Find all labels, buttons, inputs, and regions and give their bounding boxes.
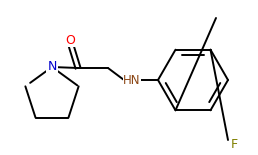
Text: HN: HN bbox=[123, 73, 141, 86]
Text: N: N bbox=[47, 60, 57, 73]
Text: F: F bbox=[230, 137, 238, 151]
Text: O: O bbox=[65, 33, 75, 46]
